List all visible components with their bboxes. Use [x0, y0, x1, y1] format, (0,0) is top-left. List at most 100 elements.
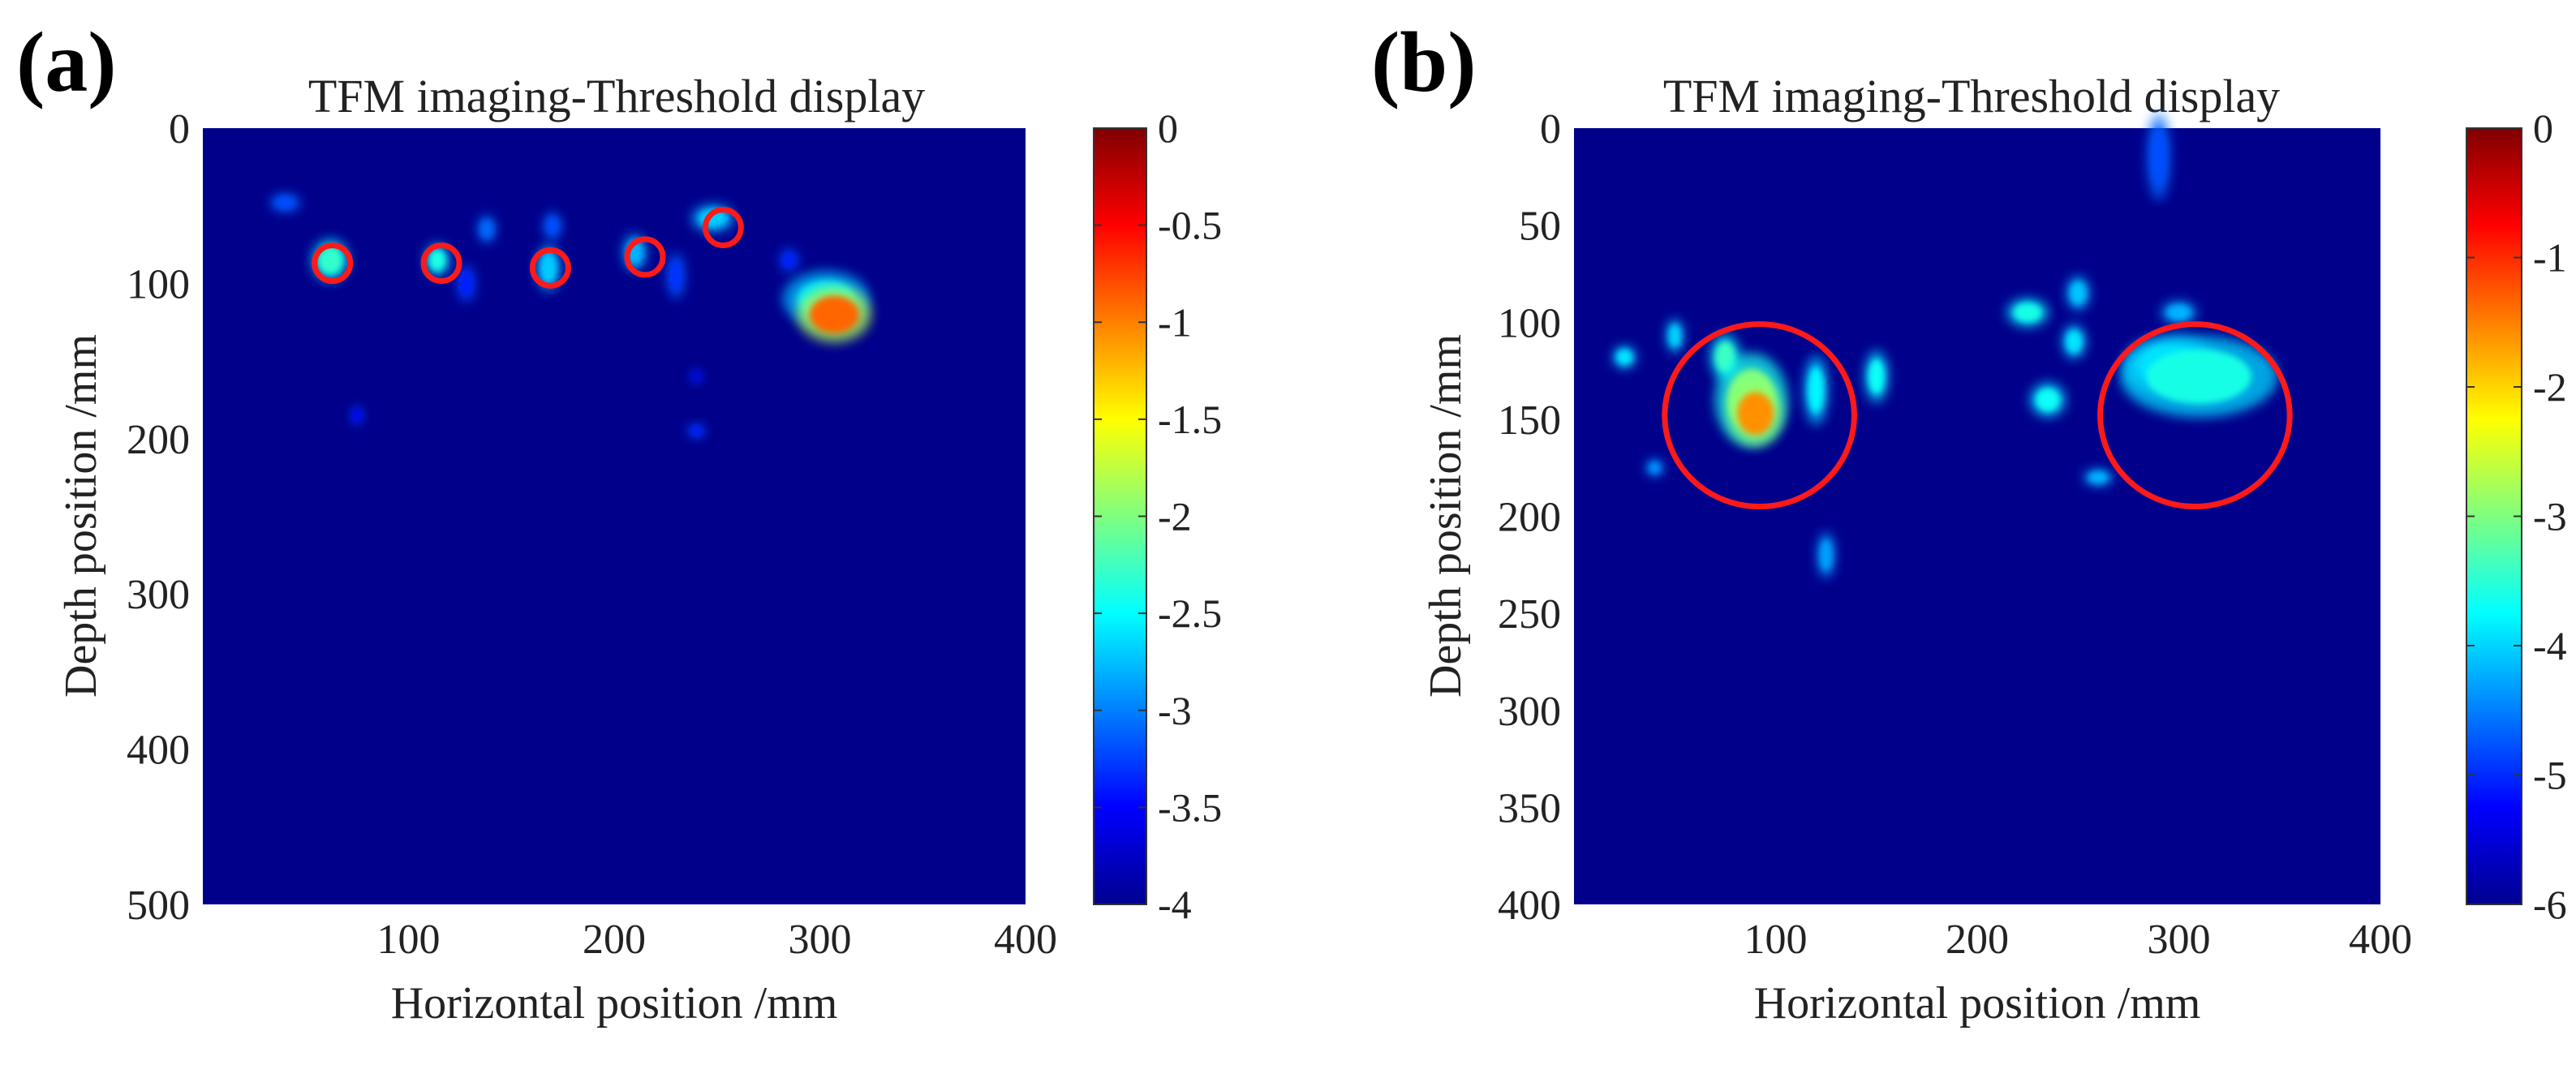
- highlight-circle: [420, 243, 462, 285]
- panel-a-x-axis-label: Horizontal position /mm: [391, 978, 838, 1028]
- panel-b-colorbar-gradient: [2466, 127, 2522, 905]
- heatmap-blob: [317, 246, 343, 274]
- panel-a-colorbar-gradient: [1093, 127, 1147, 905]
- y-tick-label: 350: [1498, 785, 1561, 831]
- y-tick-label: 50: [1519, 204, 1561, 250]
- heatmap-blob: [428, 249, 446, 272]
- heatmap-blob: [809, 295, 859, 333]
- panel-b-y-axis-label: Depth position /mm: [1421, 334, 1471, 698]
- heatmap-blob: [353, 409, 362, 422]
- heatmap-blob: [2150, 128, 2167, 187]
- heatmap-blob: [2088, 471, 2109, 483]
- y-tick-label: 0: [1540, 106, 1561, 152]
- x-tick-label: 300: [2148, 917, 2211, 963]
- heatmap-blob: [540, 252, 557, 284]
- panel-a-highlight-circles: [312, 206, 744, 289]
- panel-a-y-axis-label: Depth position /mm: [56, 334, 106, 698]
- y-tick-label: 100: [127, 261, 190, 307]
- heatmap-blob: [1668, 324, 1681, 348]
- heatmap-blob: [274, 196, 296, 209]
- colorbar-tick-label: -1: [1158, 299, 1192, 345]
- highlight-circle: [312, 243, 354, 285]
- heatmap-blob: [2146, 349, 2251, 404]
- x-tick-label: 200: [583, 917, 646, 963]
- heatmap-blob: [1868, 359, 1885, 394]
- x-tick-label: 400: [994, 917, 1057, 963]
- y-tick-label: 0: [169, 106, 190, 152]
- panel-a-plot-area: [203, 128, 1026, 904]
- heatmap-blob: [2166, 304, 2191, 320]
- highlight-circle: [2097, 321, 2293, 510]
- panel-a-x-ticks: 100 200 300 400: [377, 917, 1058, 963]
- panel-b-colorbar-ticks: 0 -1 -2 -3 -4 -5 -6: [2466, 105, 2567, 927]
- heatmap-blob: [1808, 367, 1825, 414]
- colorbar-tick-label: -1: [2533, 235, 2567, 281]
- heatmap-blob: [480, 219, 493, 238]
- heatmap-blob: [1616, 349, 1633, 365]
- colorbar-tick-label: -2: [2533, 364, 2567, 410]
- panel-a-label: (a): [16, 15, 117, 110]
- heatmap-blob: [2070, 281, 2087, 305]
- heatmap-blob: [2066, 329, 2083, 354]
- highlight-circle: [702, 206, 744, 248]
- panel-b-plot-area: [1574, 114, 2380, 904]
- colorbar-tick-label: -0.5: [1158, 203, 1222, 248]
- panel-b-title: TFM imaging-Threshold display: [1663, 70, 2280, 122]
- heatmap-blob: [459, 271, 473, 296]
- heatmap-blob: [669, 260, 682, 291]
- y-tick-label: 300: [1498, 689, 1561, 735]
- panel-b-heatmap-background: [1574, 128, 2380, 904]
- colorbar-tick-label: -2.5: [1158, 590, 1222, 636]
- y-tick-label: 500: [127, 882, 190, 929]
- x-tick-label: 200: [1946, 917, 2009, 963]
- heatmap-blob: [546, 217, 559, 236]
- panel-a-colorbar-ticks: 0 -0.5 -1 -1.5 -2 -2.5 -3 -3.5 -4: [1094, 105, 1222, 927]
- heatmap-blob: [692, 371, 701, 381]
- x-tick-label: 100: [1744, 917, 1808, 963]
- colorbar-tick-label: -3.5: [1158, 784, 1222, 830]
- y-tick-label: 400: [1498, 882, 1561, 929]
- colorbar-tick-label: 0: [2533, 105, 2553, 151]
- y-tick-label: 150: [1498, 397, 1561, 444]
- panel-b-highlight-circles: [1662, 321, 2293, 510]
- heatmap-blob: [782, 252, 796, 268]
- y-tick-label: 100: [1498, 300, 1561, 346]
- panel-b: (b) TFM imaging-Threshold display 0 50 100…: [1371, 15, 2567, 1028]
- panel-a: (a) TFM imaging-Threshold display 0 100 20…: [16, 15, 1222, 1028]
- colorbar-tick-label: -2: [1158, 494, 1192, 539]
- highlight-circle: [1662, 321, 1857, 510]
- y-tick-label: 200: [1498, 495, 1561, 541]
- colorbar-tick-label: -4: [2533, 623, 2567, 668]
- heatmap-blob: [1820, 539, 1833, 571]
- y-tick-label: 250: [1498, 591, 1561, 638]
- colorbar-tick-label: -3: [2533, 494, 2567, 539]
- highlight-circle: [624, 236, 666, 278]
- heatmap-blob: [2013, 303, 2042, 323]
- panel-b-x-ticks: 100 200 300 400: [1744, 917, 2413, 963]
- panel-b-y-ticks: 0 50 100 150 200 250 300 350 400: [1498, 106, 1561, 929]
- x-tick-label: 300: [789, 917, 852, 963]
- x-tick-label: 100: [377, 917, 441, 963]
- panel-b-colorbar: 0 -1 -2 -3 -4 -5 -6: [2466, 105, 2567, 927]
- heatmap-blob: [690, 426, 703, 436]
- panel-b-blobs: [1612, 114, 2278, 579]
- panel-a-y-ticks: 0 100 200 300 400 500: [127, 106, 190, 929]
- x-tick-label: 400: [2349, 917, 2412, 963]
- colorbar-tick-label: -3: [1158, 688, 1192, 733]
- colorbar-tick-label: 0: [1158, 105, 1178, 151]
- heatmap-blob: [2036, 388, 2060, 412]
- colorbar-tick-label: -1.5: [1158, 397, 1222, 442]
- colorbar-tick-label: -5: [2533, 753, 2567, 798]
- panel-b-label: (b): [1371, 15, 1477, 110]
- y-tick-label: 300: [127, 572, 190, 618]
- colorbar-tick-label: -6: [2533, 882, 2567, 927]
- y-tick-label: 200: [127, 417, 190, 463]
- heatmap-blob: [1648, 462, 1661, 474]
- panel-b-x-axis-label: Horizontal position /mm: [1754, 978, 2201, 1028]
- highlight-circle: [529, 247, 571, 289]
- colorbar-tick-label: -4: [1158, 882, 1192, 927]
- y-tick-label: 400: [127, 728, 190, 774]
- panel-a-colorbar: 0 -0.5 -1 -1.5 -2 -2.5 -3 -3.5 -4: [1093, 105, 1222, 927]
- panel-a-title: TFM imaging-Threshold display: [308, 70, 925, 122]
